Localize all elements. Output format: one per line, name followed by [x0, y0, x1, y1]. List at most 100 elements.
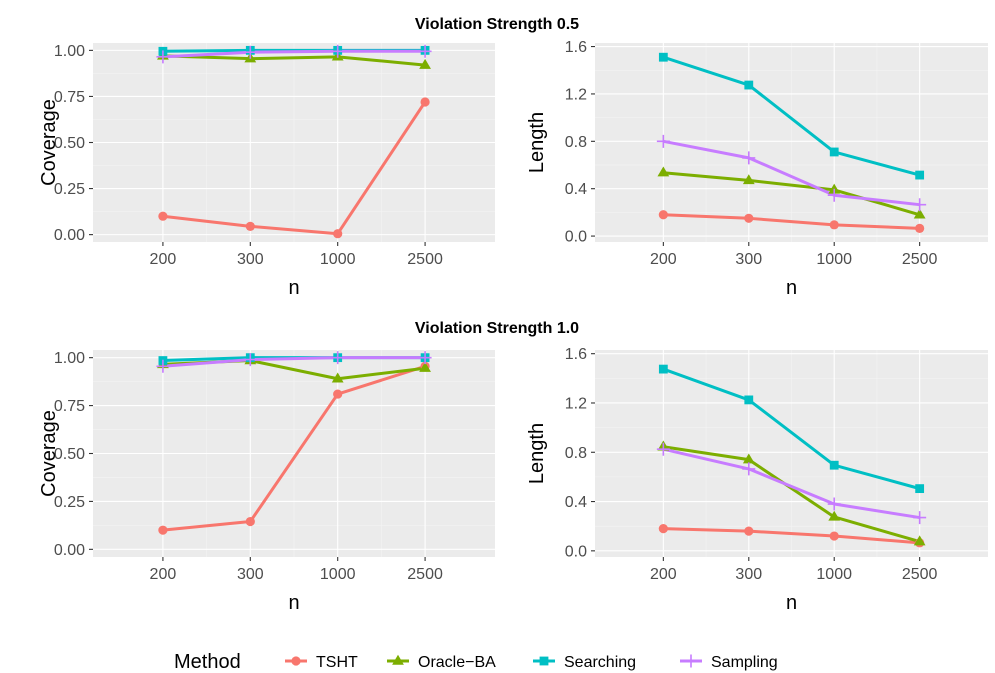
y-axis-title: Length	[526, 112, 548, 173]
series-line-plus	[162, 49, 426, 59]
y-tick-label: 1.2	[565, 86, 587, 103]
data-point	[331, 351, 345, 365]
y-tick-label: 0.75	[54, 89, 85, 106]
series-line-square	[662, 55, 921, 177]
y-tick-label: 0.4	[565, 181, 587, 198]
y-tick-label: 0.8	[565, 445, 587, 462]
y-tick-label: 1.00	[54, 350, 85, 367]
x-tick-label: 200	[150, 566, 177, 583]
data-point	[658, 210, 668, 220]
x-axis-title: n	[786, 277, 797, 299]
x-tick-label: 1000	[320, 566, 356, 583]
series-line-plus	[663, 139, 920, 207]
data-point	[331, 372, 344, 383]
data-point	[915, 170, 925, 180]
y-tick-label: 0.4	[565, 494, 587, 511]
x-tick-label: 300	[237, 566, 264, 583]
data-point	[913, 535, 926, 546]
legend-label: Oracle−BA	[418, 654, 496, 671]
x-tick-label: 200	[650, 251, 677, 268]
y-axis-title: Coverage	[38, 410, 60, 497]
data-point	[418, 44, 432, 58]
x-tick-label: 200	[650, 566, 677, 583]
panel-coverage-top: 0.00 0.25 0.50 0.75 1.00 200 300 1000 2500 n Cover…	[38, 43, 495, 299]
data-point	[827, 188, 841, 202]
data-point	[744, 395, 754, 405]
x-tick-label: 1000	[816, 566, 852, 583]
legend-item: Oracle−BA	[387, 654, 496, 671]
data-point	[829, 220, 839, 230]
y-tick-label: 0.0	[565, 229, 587, 246]
y-axis-title: Length	[526, 423, 548, 484]
y-tick-label: 1.2	[565, 395, 587, 412]
data-point	[656, 442, 670, 456]
data-point	[158, 211, 168, 221]
legend-label: Sampling	[711, 654, 778, 671]
row-title-bottom: Violation Strength 1.0	[415, 320, 579, 337]
y-tick-label: 0.00	[54, 542, 85, 559]
series-line-plus	[162, 356, 426, 368]
x-tick-label: 2500	[407, 566, 443, 583]
panel-length-top: 0.0 0.4 0.8 1.2 1.6 200 300 1000 2500 n Length	[526, 39, 988, 299]
legend-key-marker	[539, 656, 549, 666]
data-point	[744, 213, 754, 223]
y-tick-label: 1.6	[565, 346, 587, 363]
series-line-circle	[162, 364, 426, 532]
y-axis-title: Coverage	[38, 99, 60, 186]
legend-key-marker	[291, 656, 301, 666]
data-point	[333, 389, 343, 399]
data-point	[742, 151, 756, 165]
panel-coverage-bottom: 0.00 0.25 0.50 0.75 1.00 200 300 1000 2500 n Cover…	[38, 350, 495, 614]
data-point	[243, 45, 257, 59]
series-line-circle	[162, 101, 427, 236]
x-tick-label: 300	[237, 251, 264, 268]
data-point	[915, 223, 925, 233]
data-point	[331, 44, 345, 58]
data-point	[913, 511, 927, 525]
row-title-top: Violation Strength 0.5	[415, 16, 579, 33]
data-point	[913, 208, 926, 219]
y-tick-label: 0.0	[565, 543, 587, 560]
series-line-circle	[663, 527, 920, 545]
legend: Method TSHT Oracle−BA Searching Sampling	[174, 651, 778, 673]
data-point	[827, 497, 841, 511]
legend-item: Sampling	[680, 654, 778, 671]
data-point	[744, 526, 754, 536]
data-point	[742, 453, 755, 464]
y-tick-label: 0.8	[565, 134, 587, 151]
y-tick-label: 1.00	[54, 43, 85, 60]
x-axis-title: n	[288, 277, 299, 299]
x-tick-label: 1000	[816, 251, 852, 268]
data-point	[419, 58, 431, 69]
y-tick-label: 0.25	[54, 494, 85, 511]
x-axis-title: n	[288, 592, 299, 614]
data-point	[243, 353, 257, 367]
legend-title: Method	[174, 651, 241, 673]
data-point	[156, 50, 170, 64]
legend-key-marker	[392, 654, 404, 665]
data-point	[742, 462, 756, 476]
data-point	[658, 52, 668, 62]
legend-label: Searching	[564, 654, 636, 671]
data-point	[418, 351, 432, 365]
x-axis-title: n	[786, 592, 797, 614]
legend-key-marker	[684, 654, 698, 668]
y-tick-label: 0.25	[54, 181, 85, 198]
data-point	[333, 229, 343, 239]
data-point	[156, 359, 170, 373]
data-point	[829, 531, 839, 541]
data-point	[913, 198, 927, 212]
data-point	[828, 510, 841, 521]
y-tick-label: 0.50	[54, 135, 85, 152]
data-point	[658, 364, 668, 374]
series-line-square	[662, 367, 921, 491]
data-point	[658, 524, 668, 534]
legend-label: TSHT	[316, 654, 358, 671]
data-point	[828, 183, 841, 194]
x-tick-label: 2500	[902, 566, 938, 583]
data-point	[742, 174, 755, 185]
y-tick-label: 0.50	[54, 446, 85, 463]
data-point	[744, 80, 754, 90]
x-tick-label: 200	[150, 251, 177, 268]
